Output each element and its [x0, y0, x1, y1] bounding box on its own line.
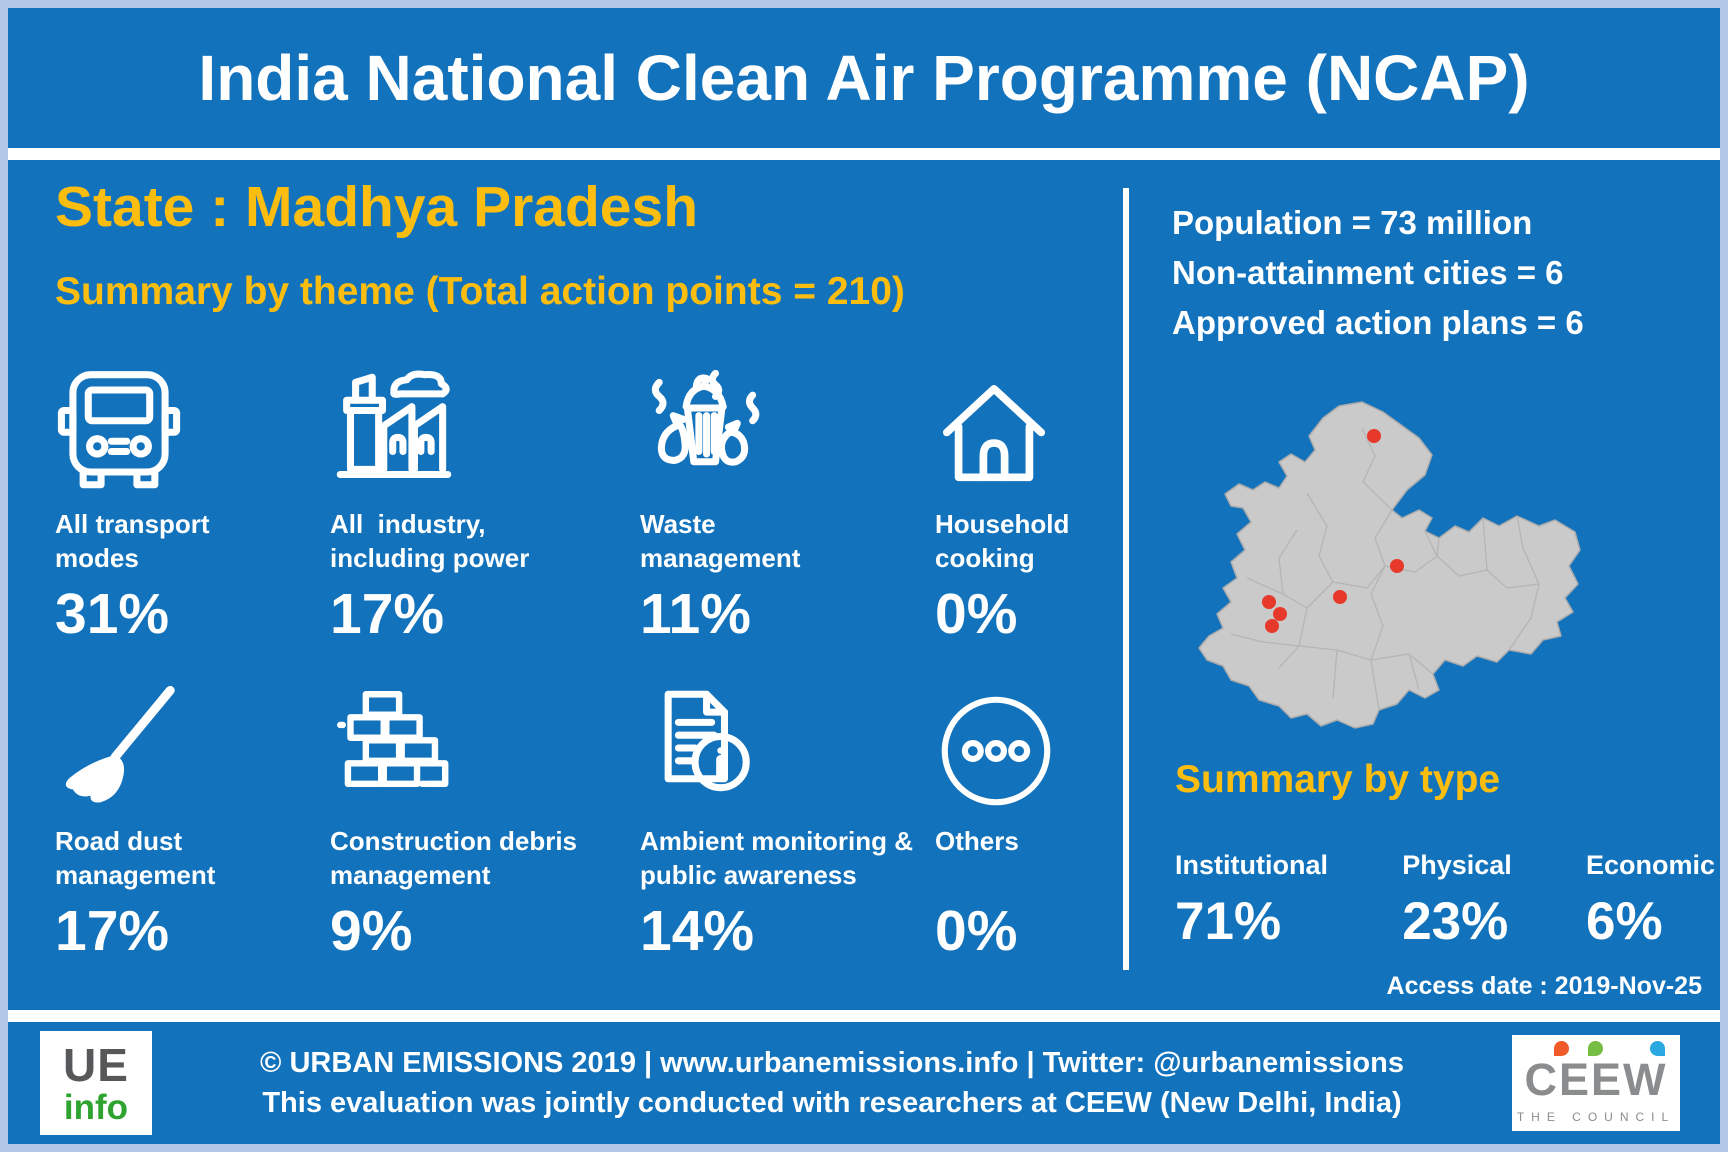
type-value: 71% [1175, 892, 1282, 951]
footer: UE info © URBAN EMISSIONS 2019 | www.urb… [8, 1022, 1720, 1144]
ceew-dot-blue [1650, 1041, 1665, 1056]
theme-label: Construction debris management [330, 825, 578, 890]
theme-label: Ambient monitoring & public awareness [640, 825, 913, 890]
title-banner: India National Clean Air Programme (NCAP… [8, 8, 1720, 148]
madhya-pradesh-map [1187, 398, 1587, 736]
stat-population: Population = 73 million [1172, 204, 1533, 241]
theme-value: 17% [330, 582, 445, 646]
ceew-logo-text: CEEW [1524, 1054, 1668, 1105]
ue-logo-info-text: info [63, 1087, 129, 1127]
theme-value: 14% [640, 898, 755, 963]
stat-non-attainment: Non-attainment cities = 6 [1172, 254, 1564, 291]
theme-item-monitoring: Ambient monitoring & public awareness 14… [640, 662, 935, 963]
main-title: India National Clean Air Programme (NCAP… [198, 42, 1530, 114]
type-value: 23% [1402, 892, 1509, 951]
ceew-dot-orange [1554, 1041, 1569, 1056]
ceew-dot-green [1588, 1041, 1603, 1056]
theme-item-industry: All industry, including power 17% [330, 345, 640, 646]
theme-label: All industry, including power [330, 509, 530, 573]
footer-credits: © URBAN EMISSIONS 2019 | www.urbanemissi… [152, 1043, 1512, 1123]
vertical-divider [1123, 188, 1129, 970]
footer-line2: This evaluation was jointly conducted wi… [262, 1087, 1402, 1119]
theme-item-others: Others 0% [935, 662, 1117, 963]
type-item-economic: Economic 6% [1586, 850, 1715, 952]
type-item-physical: Physical 23% [1402, 850, 1512, 952]
theme-label: Waste management [640, 509, 801, 573]
ue-logo-text: UE [63, 1038, 129, 1091]
state-title: State : Madhya Pradesh [55, 175, 699, 239]
theme-label: Household cooking [935, 509, 1070, 573]
theme-label: All transport modes [55, 509, 210, 573]
state-outline [1198, 401, 1581, 729]
theme-label: Others [935, 825, 1019, 856]
document-info-icon [640, 662, 935, 812]
theme-item-construction: Construction debris management 9% [330, 662, 640, 963]
type-label: Economic [1585, 850, 1715, 880]
district-borders [1230, 427, 1540, 711]
theme-value: 0% [935, 582, 1018, 646]
ue-info-logo: UE info [40, 1031, 152, 1135]
theme-item-road-dust: Road dust management 17% [55, 662, 330, 963]
theme-value: 31% [55, 582, 170, 646]
ceew-logo: CEEW THE COUNCIL [1512, 1035, 1680, 1131]
factory-icon [330, 345, 640, 495]
main-content: State : Madhya Pradesh Summary by theme … [8, 160, 1720, 1010]
summary-by-type-title: Summary by type [1175, 758, 1501, 801]
state-stats: Population = 73 million Non-attainment c… [1172, 198, 1584, 348]
summary-by-theme-title: Summary by theme (Total action points = … [55, 270, 905, 313]
map-dots [1262, 429, 1404, 633]
inner-canvas: India National Clean Air Programme (NCAP… [8, 8, 1720, 1144]
ceew-logo-tagline: THE COUNCIL [1516, 1110, 1676, 1124]
theme-grid: All transport modes 31% [55, 345, 1117, 962]
theme-label: Road dust management [55, 825, 216, 890]
bus-icon [55, 345, 330, 495]
house-icon [935, 345, 1117, 495]
stat-approved-plans: Approved action plans = 6 [1172, 304, 1584, 341]
broom-icon [55, 662, 330, 812]
type-summary: Institutional 71% Physical 23% Economic … [1175, 850, 1715, 952]
theme-value: 9% [330, 898, 413, 963]
bricks-icon [330, 662, 640, 812]
theme-value: 17% [55, 898, 170, 963]
type-label: Physical [1402, 850, 1512, 880]
theme-value: 11% [640, 582, 751, 646]
type-value: 6% [1585, 892, 1663, 951]
footer-line1: © URBAN EMISSIONS 2019 | www.urbanemissi… [260, 1047, 1404, 1079]
waste-icon [640, 345, 935, 495]
type-item-institutional: Institutional 71% [1175, 850, 1328, 952]
theme-item-household: Household cooking 0% [935, 345, 1117, 646]
type-label: Institutional [1175, 850, 1328, 880]
ellipsis-icon [935, 662, 1117, 812]
theme-item-transport: All transport modes 31% [55, 345, 330, 646]
theme-item-waste: Waste management 11% [640, 345, 935, 646]
access-date: Access date : 2019-Nov-25 [1386, 972, 1702, 1000]
theme-value: 0% [935, 898, 1018, 963]
